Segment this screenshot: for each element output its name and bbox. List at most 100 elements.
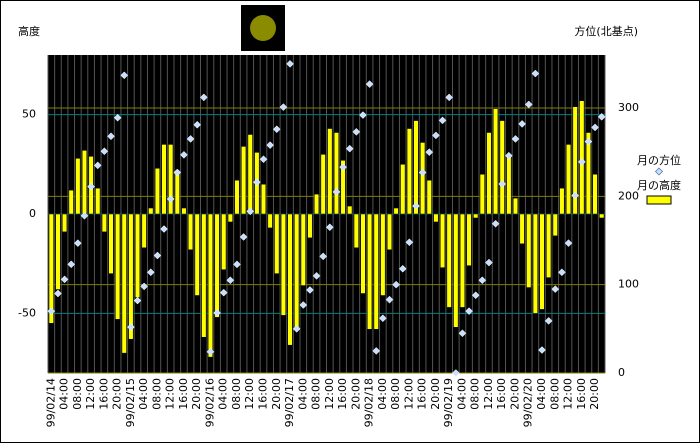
x-tick-label: 12:00 xyxy=(164,378,177,410)
bar xyxy=(214,213,220,318)
bar xyxy=(241,146,247,215)
bar xyxy=(320,154,326,215)
bar xyxy=(367,213,373,330)
point xyxy=(306,286,314,294)
point xyxy=(584,137,593,146)
x-tick-label: 08:00 xyxy=(71,378,84,410)
point xyxy=(412,202,420,210)
bar xyxy=(353,213,359,249)
point xyxy=(93,161,102,170)
bar xyxy=(314,193,320,215)
bar xyxy=(439,213,446,268)
bar xyxy=(55,213,61,290)
point xyxy=(319,252,328,261)
bar xyxy=(101,213,107,233)
point xyxy=(127,323,135,331)
bar xyxy=(227,213,233,223)
point xyxy=(551,285,560,293)
point xyxy=(67,260,76,269)
y-tick-label: 0 xyxy=(29,207,36,220)
point xyxy=(100,147,109,156)
point xyxy=(339,163,347,172)
point xyxy=(193,120,202,129)
bar xyxy=(393,207,399,215)
point xyxy=(478,276,487,285)
bar xyxy=(380,213,386,296)
bar xyxy=(48,213,54,324)
point xyxy=(511,135,520,143)
point xyxy=(107,132,115,141)
x-tick-label: 08:00 xyxy=(150,378,163,410)
bar xyxy=(373,213,379,330)
point xyxy=(597,112,606,121)
bar xyxy=(506,156,512,215)
legend-label: 月の高度 xyxy=(637,178,681,192)
point xyxy=(458,329,467,338)
bar xyxy=(413,120,419,215)
bar xyxy=(294,213,300,330)
point xyxy=(405,238,414,247)
bar xyxy=(194,213,200,296)
bar xyxy=(473,213,479,219)
bar xyxy=(493,108,499,215)
point xyxy=(538,346,546,354)
bar xyxy=(174,170,180,215)
point xyxy=(54,289,62,298)
x-tick-label: 08:00 xyxy=(469,378,482,410)
x-tick-label: 99/02/17 xyxy=(283,378,296,427)
point xyxy=(564,239,573,248)
bar xyxy=(62,213,68,233)
point xyxy=(365,80,374,89)
point xyxy=(80,211,89,220)
point xyxy=(385,295,394,304)
legend-label: 月の方位 xyxy=(637,153,681,167)
bar xyxy=(426,179,432,215)
point xyxy=(524,100,533,109)
bar xyxy=(539,213,545,310)
point xyxy=(312,271,321,280)
point xyxy=(213,309,221,317)
point xyxy=(325,223,334,232)
bar xyxy=(81,150,88,215)
point xyxy=(272,125,281,134)
bar xyxy=(121,213,127,354)
x-tick-label: 04:00 xyxy=(217,378,230,410)
bar xyxy=(386,213,393,251)
point xyxy=(491,219,500,228)
bar xyxy=(287,213,293,346)
y-tick-label: -50 xyxy=(18,306,36,319)
point xyxy=(591,123,599,132)
bar xyxy=(400,164,406,215)
point xyxy=(259,155,268,164)
x-tick-label: 16:00 xyxy=(257,378,270,410)
x-tick-label: 20:00 xyxy=(190,378,203,410)
point xyxy=(166,195,175,203)
x-tick-label: 99/02/20 xyxy=(522,378,535,427)
x-tick-label: 12:00 xyxy=(323,378,336,410)
bar xyxy=(333,132,339,215)
bar xyxy=(134,213,141,298)
point xyxy=(418,168,427,177)
x-tick-label: 20:00 xyxy=(270,378,283,410)
x-tick-label: 12:00 xyxy=(402,378,415,410)
point xyxy=(432,131,440,140)
bar xyxy=(128,213,134,340)
bar xyxy=(247,134,253,215)
bar xyxy=(307,213,313,239)
point xyxy=(253,178,261,187)
x-tick-label: 16:00 xyxy=(495,378,508,410)
point xyxy=(498,180,507,188)
bar xyxy=(168,144,174,215)
point xyxy=(113,113,122,122)
bar xyxy=(300,213,306,286)
bar xyxy=(592,174,598,215)
point xyxy=(577,158,586,166)
y2-tick-label: 0 xyxy=(618,366,625,379)
bar xyxy=(459,213,465,308)
bar xyxy=(260,183,267,215)
point xyxy=(239,233,248,241)
bar xyxy=(327,128,333,215)
x-tick-label: 16:00 xyxy=(336,378,349,410)
bar xyxy=(446,213,452,308)
x-tick-label: 16:00 xyxy=(575,378,588,410)
